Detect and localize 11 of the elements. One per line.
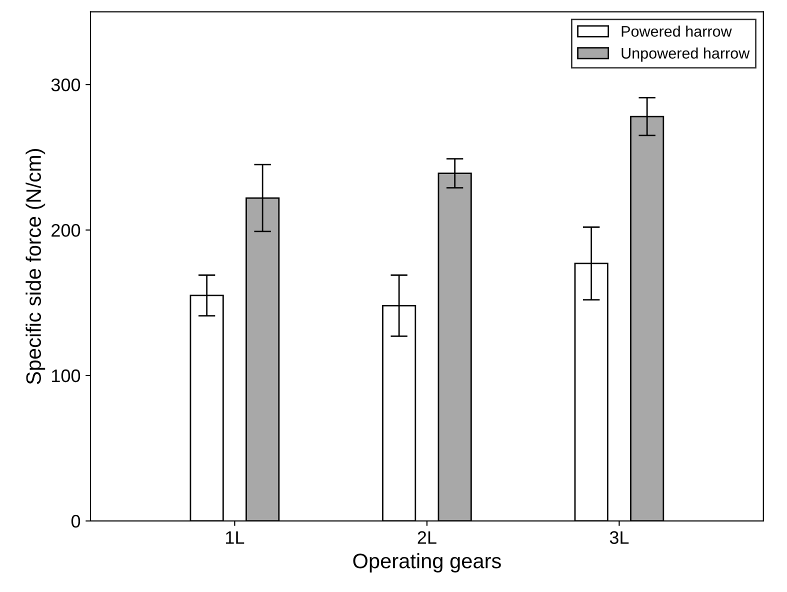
y-axis-title: Specific side force (N/cm) <box>26 149 46 384</box>
x-tick-label: 3L <box>610 531 629 544</box>
legend-label: Unpowered harrow <box>622 47 750 62</box>
x-axis-title: Operating gears <box>353 553 501 572</box>
x-tick-label: 1L <box>226 531 244 544</box>
x-tick-label: 2L <box>418 531 436 544</box>
legend-label: Powered harrow <box>622 26 732 37</box>
y-tick-label: 0 <box>71 514 80 528</box>
y-tick-label: 200 <box>52 224 80 237</box>
y-tick-label: 300 <box>51 78 80 92</box>
y-tick-label: 100 <box>52 369 80 382</box>
